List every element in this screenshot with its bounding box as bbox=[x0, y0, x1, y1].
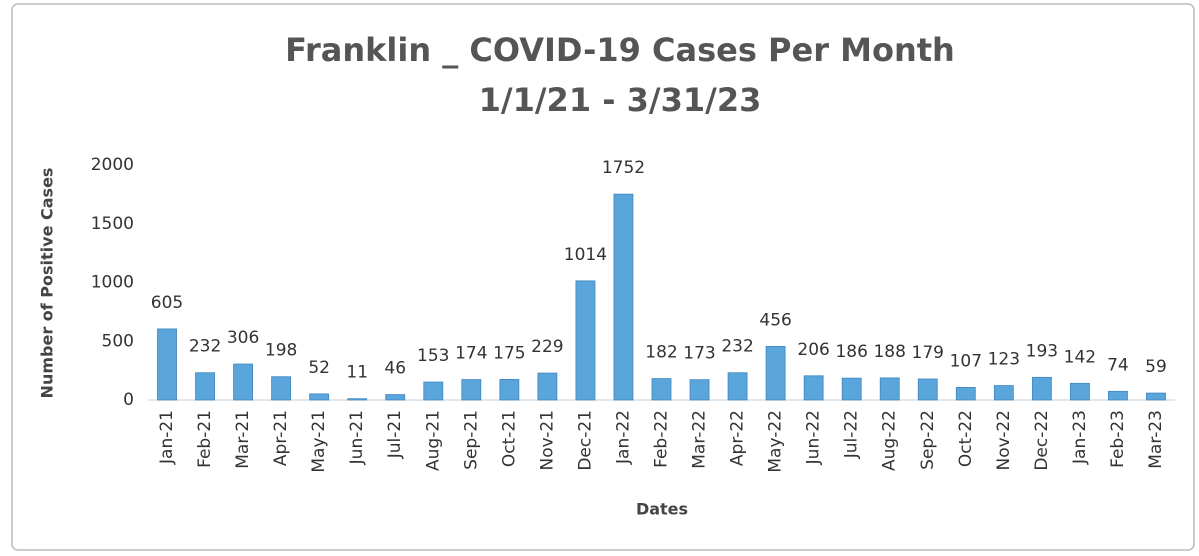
data-label: 306 bbox=[227, 328, 259, 348]
bar bbox=[613, 193, 634, 401]
bar bbox=[803, 375, 824, 401]
x-tick-label: Aug-21 bbox=[423, 410, 443, 471]
data-label: 186 bbox=[835, 342, 867, 362]
y-tick-label: 1500 bbox=[91, 214, 134, 234]
x-tick-label: Jan-23 bbox=[1070, 410, 1090, 465]
data-label: 188 bbox=[873, 342, 905, 362]
x-tick-label: Jun-22 bbox=[804, 410, 824, 465]
x-tick-label: Jun-21 bbox=[347, 410, 367, 465]
bar bbox=[537, 372, 558, 401]
x-tick-label: Feb-21 bbox=[195, 410, 215, 468]
y-tick-label: 500 bbox=[102, 331, 134, 351]
x-tick-label: Dec-21 bbox=[575, 410, 595, 471]
y-tick-label: 0 bbox=[123, 390, 134, 410]
bar bbox=[841, 377, 862, 401]
data-label: 232 bbox=[721, 337, 753, 357]
y-tick-label: 2000 bbox=[91, 155, 134, 175]
x-tick-label: Apr-22 bbox=[728, 410, 748, 466]
y-tick-label: 1000 bbox=[91, 273, 134, 293]
x-tick-label: May-22 bbox=[766, 410, 786, 473]
x-axis-title: Dates bbox=[636, 500, 688, 519]
data-label: 198 bbox=[265, 341, 297, 361]
x-tick-label: Dec-22 bbox=[1032, 410, 1052, 471]
data-label: 59 bbox=[1145, 357, 1167, 377]
data-label: 107 bbox=[950, 351, 982, 371]
bar bbox=[651, 378, 672, 401]
bar bbox=[765, 346, 786, 401]
bar bbox=[309, 393, 330, 401]
chart-subtitle: 1/1/21 - 3/31/23 bbox=[479, 81, 762, 119]
x-tick-label: Mar-22 bbox=[690, 410, 710, 469]
data-label: 232 bbox=[189, 337, 221, 357]
bar bbox=[385, 394, 406, 401]
bar bbox=[575, 280, 596, 401]
data-label: 174 bbox=[455, 344, 487, 364]
x-tick-label: Sep-21 bbox=[461, 410, 481, 470]
data-label: 52 bbox=[308, 358, 330, 378]
x-tick-label: Oct-21 bbox=[499, 410, 519, 467]
x-tick-label: Apr-21 bbox=[271, 410, 291, 466]
bar bbox=[423, 381, 444, 401]
bar bbox=[1108, 390, 1128, 401]
bar bbox=[157, 328, 177, 401]
bar bbox=[195, 372, 215, 401]
x-tick-label: Mar-21 bbox=[233, 410, 253, 469]
data-label: 123 bbox=[988, 350, 1020, 370]
data-label: 193 bbox=[1026, 341, 1058, 361]
data-label: 605 bbox=[151, 293, 183, 313]
bar bbox=[917, 378, 938, 401]
chart-frame bbox=[11, 3, 1195, 551]
bar bbox=[879, 377, 900, 401]
bar bbox=[1069, 382, 1090, 401]
data-label: 74 bbox=[1107, 355, 1129, 375]
x-tick-label: Nov-22 bbox=[994, 410, 1014, 471]
x-tick-label: Sep-22 bbox=[918, 410, 938, 470]
bar bbox=[499, 379, 520, 401]
data-label: 456 bbox=[759, 310, 791, 330]
bar bbox=[993, 385, 1014, 401]
chart-title: Franklin _ COVID-19 Cases Per Month bbox=[285, 31, 955, 69]
x-tick-label: Jul-22 bbox=[842, 410, 862, 459]
data-label: 229 bbox=[531, 337, 563, 357]
bar bbox=[727, 372, 748, 401]
bar bbox=[955, 387, 976, 401]
bar bbox=[271, 376, 292, 401]
data-label: 46 bbox=[384, 359, 406, 379]
x-tick-label: Jul-21 bbox=[385, 410, 405, 459]
x-tick-label: Jan-21 bbox=[157, 410, 177, 465]
data-label: 142 bbox=[1064, 347, 1096, 367]
x-tick-label: Nov-21 bbox=[537, 410, 557, 471]
bar bbox=[347, 398, 368, 401]
bar bbox=[1146, 392, 1166, 401]
x-tick-label: Feb-23 bbox=[1108, 410, 1128, 468]
x-tick-label: Jan-22 bbox=[613, 410, 633, 465]
x-tick-label: Feb-22 bbox=[652, 410, 672, 468]
data-label: 1752 bbox=[602, 158, 645, 178]
bar bbox=[461, 379, 482, 401]
data-label: 11 bbox=[346, 363, 368, 383]
data-label: 173 bbox=[683, 344, 715, 364]
data-label: 1014 bbox=[564, 245, 607, 265]
y-axis-title: Number of Positive Cases bbox=[38, 168, 57, 399]
x-tick-label: Mar-23 bbox=[1146, 410, 1166, 469]
x-tick-label: Oct-22 bbox=[956, 410, 976, 467]
bar bbox=[1031, 376, 1052, 401]
bar bbox=[233, 363, 254, 401]
bar bbox=[689, 379, 710, 401]
x-tick-label: May-21 bbox=[309, 410, 329, 473]
data-label: 153 bbox=[417, 346, 449, 366]
x-tick-label: Aug-22 bbox=[880, 410, 900, 471]
data-label: 206 bbox=[797, 340, 829, 360]
data-label: 175 bbox=[493, 343, 525, 363]
data-label: 179 bbox=[912, 343, 944, 363]
data-label: 182 bbox=[645, 343, 677, 363]
